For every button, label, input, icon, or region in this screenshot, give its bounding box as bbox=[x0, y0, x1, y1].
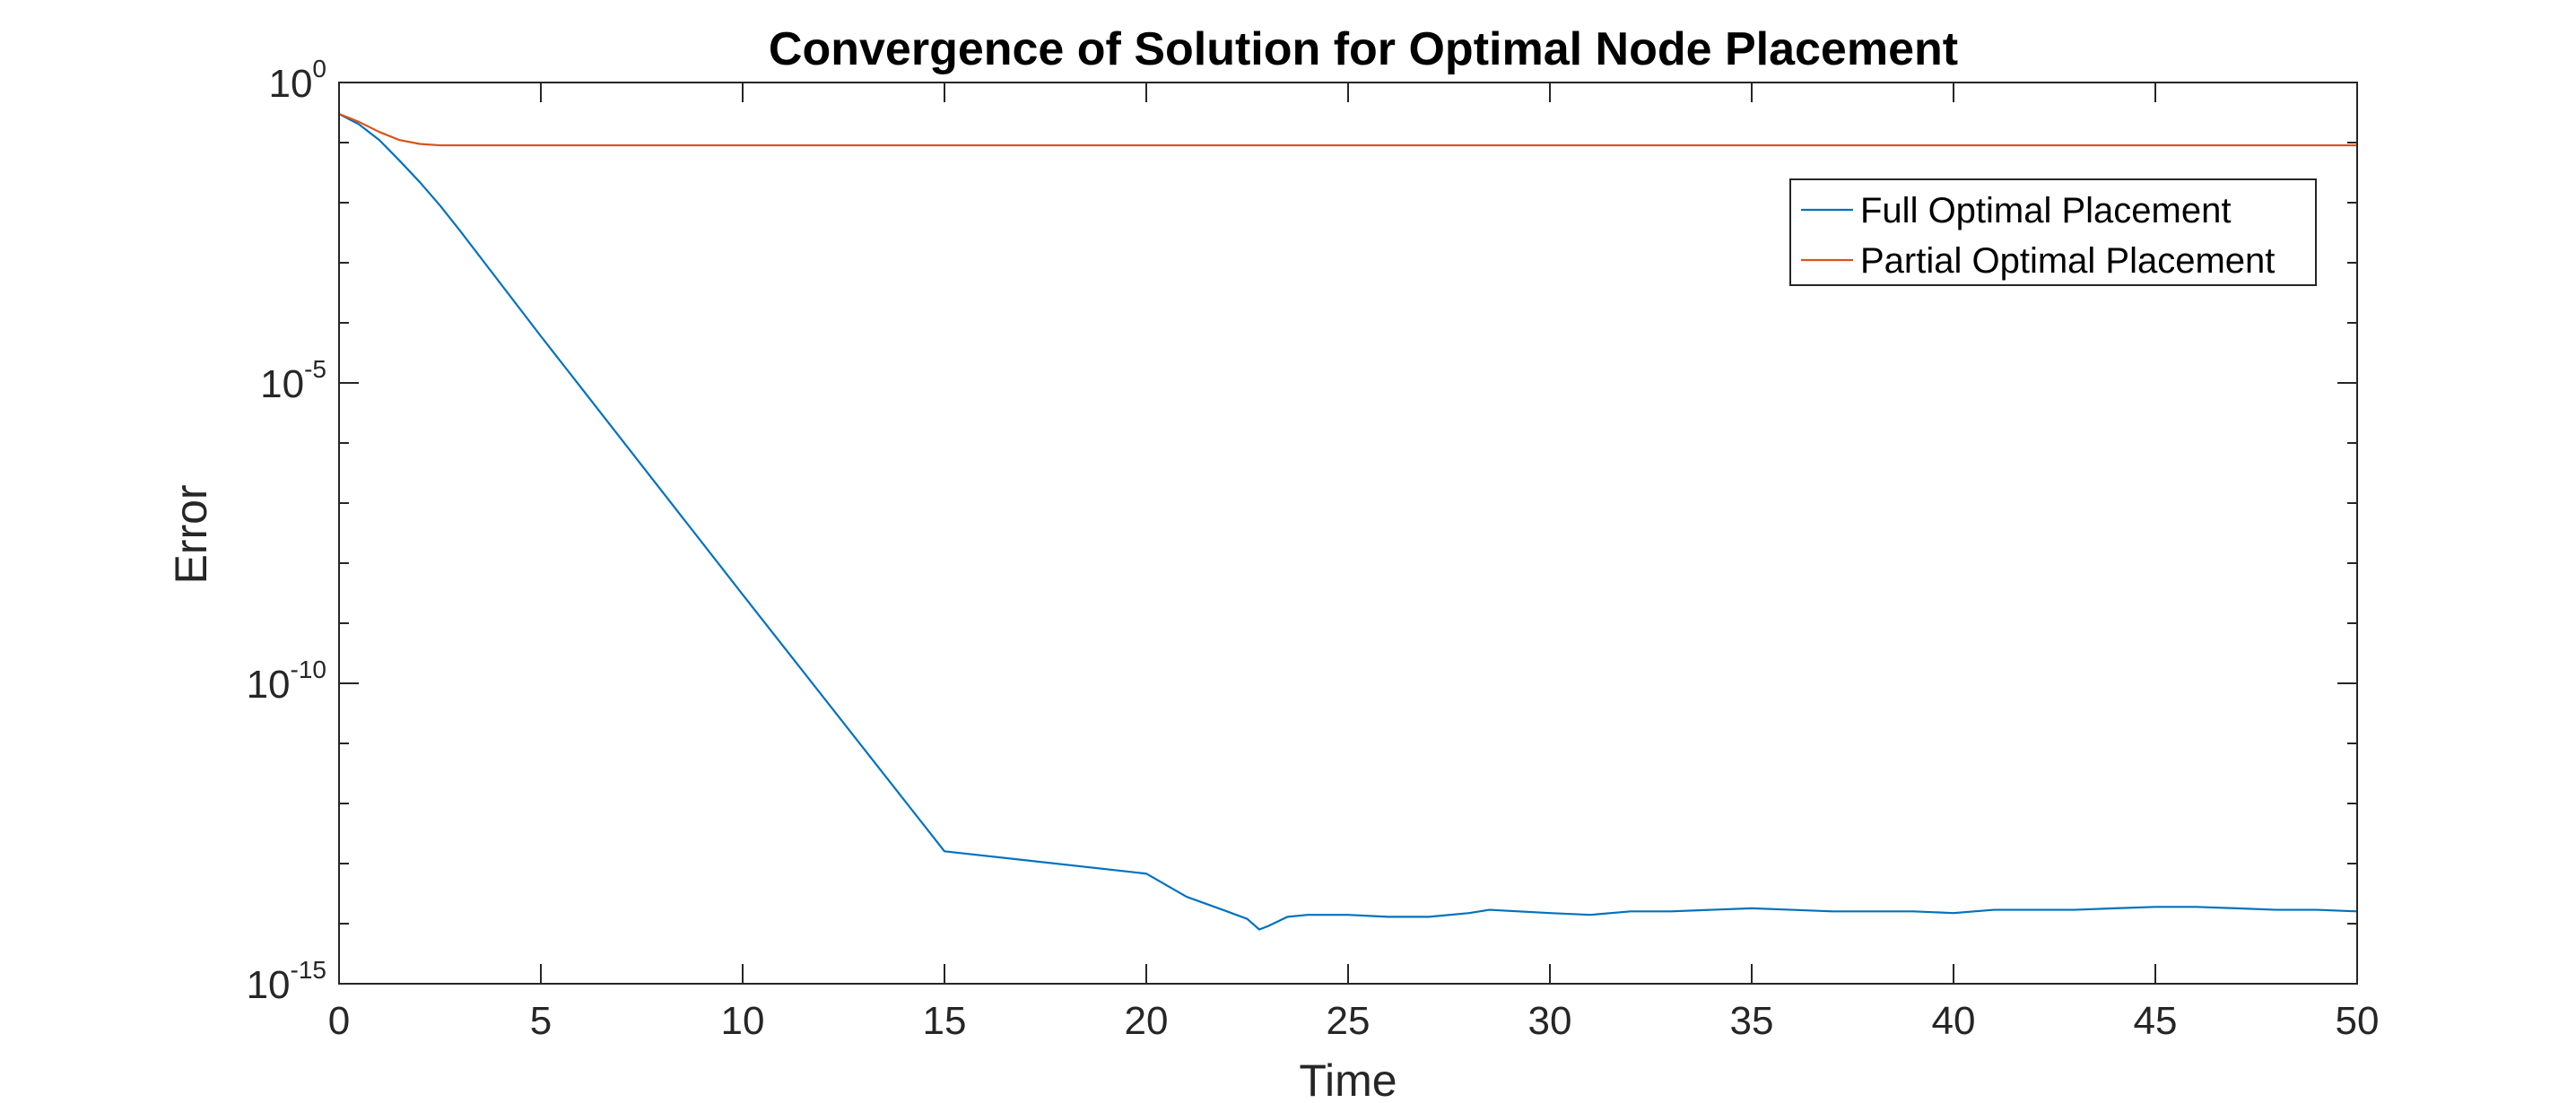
y-tick-label: 10-5 bbox=[260, 355, 326, 406]
x-tick-label: 40 bbox=[1932, 999, 1976, 1043]
y-axis-label: Error bbox=[166, 484, 216, 584]
y-tick-label: 10-15 bbox=[247, 956, 326, 1007]
x-tick-label: 10 bbox=[721, 999, 765, 1043]
x-tick-label: 20 bbox=[1125, 999, 1169, 1043]
y-tick-label-base: 10 bbox=[260, 362, 304, 406]
legend: Full Optimal Placement Partial Optimal Pl… bbox=[1789, 178, 2317, 286]
y-tick-label-base: 10 bbox=[247, 963, 291, 1007]
y-tick-label-exponent: -15 bbox=[291, 956, 326, 984]
x-tick-label: 30 bbox=[1528, 999, 1572, 1043]
x-axis: 0 5 10 15 20 25 30 35 40 45 50 bbox=[328, 83, 2380, 1043]
x-tick-label: 15 bbox=[923, 999, 967, 1043]
y-tick-label: 100 bbox=[268, 55, 326, 106]
x-tick-label: 5 bbox=[530, 999, 552, 1043]
y-tick-label-exponent: 0 bbox=[312, 55, 326, 83]
legend-box bbox=[1789, 178, 2317, 286]
y-tick-label-exponent: -5 bbox=[304, 355, 326, 383]
y-tick-label-base: 10 bbox=[268, 62, 312, 106]
x-tick-label: 45 bbox=[2134, 999, 2178, 1043]
x-axis-label: Time bbox=[1299, 1055, 1397, 1103]
y-tick-label: 10-10 bbox=[247, 656, 326, 707]
y-tick-label-exponent: -10 bbox=[291, 656, 326, 683]
y-tick-label-base: 10 bbox=[247, 663, 291, 707]
x-tick-label: 35 bbox=[1730, 999, 1774, 1043]
x-tick-label: 25 bbox=[1327, 999, 1371, 1043]
chart-title: Convergence of Solution for Optimal Node… bbox=[769, 23, 1958, 75]
x-tick-label: 50 bbox=[2336, 999, 2380, 1043]
legend-label-partial-optimal-placement: Partial Optimal Placement bbox=[1860, 241, 2275, 281]
legend-label-full-optimal-placement: Full Optimal Placement bbox=[1860, 191, 2231, 230]
x-tick-label: 0 bbox=[328, 999, 350, 1043]
series-line-full-optimal-placement bbox=[338, 113, 2358, 931]
series-line-partial-optimal-placement bbox=[338, 113, 2357, 147]
